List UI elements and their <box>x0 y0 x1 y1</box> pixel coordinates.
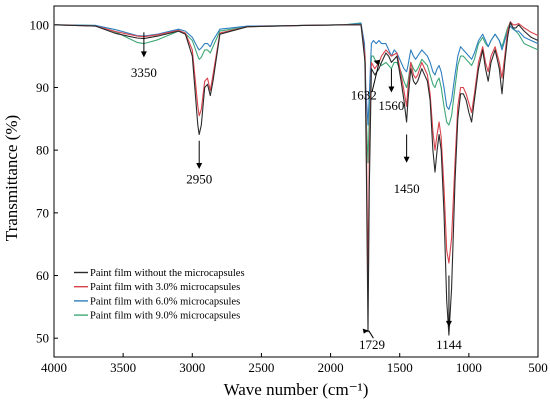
annotation-label: 2950 <box>186 171 212 186</box>
series-layer <box>53 21 539 336</box>
series-line-1 <box>53 21 539 336</box>
legend-entry: Paint film without the microcapsules <box>90 268 245 279</box>
y-axis-title: Transmittance (%) <box>2 115 21 241</box>
plot-border <box>53 5 539 358</box>
annotation-label: 1450 <box>394 181 420 196</box>
y-tick-label: 70 <box>36 205 49 220</box>
annotation-arrowhead <box>388 86 395 93</box>
annotation-label: 1144 <box>436 337 462 352</box>
y-tick-label: 60 <box>36 268 49 283</box>
y-tick-label: 80 <box>36 143 49 158</box>
series-line-3 <box>53 22 539 126</box>
x-axis-title: Wave number (cm⁻¹) <box>224 380 369 399</box>
annotation-label: 1729 <box>359 337 385 352</box>
x-tick-label: 2500 <box>248 360 274 375</box>
annotation-label: 1632 <box>351 87 377 102</box>
annotation-arrowhead <box>373 59 380 65</box>
annotation-arrow <box>368 330 374 339</box>
annotation-arrowhead <box>140 51 147 58</box>
plot-area <box>53 5 539 358</box>
annotation-arrowhead <box>196 162 203 169</box>
x-tick-label: 500 <box>528 360 548 375</box>
annotation-arrowhead <box>445 320 452 327</box>
x-tick-label: 3000 <box>179 360 205 375</box>
y-tick-label: 100 <box>30 17 50 32</box>
annotation-arrowhead <box>403 156 410 163</box>
legend-entry: Paint film with 9.0% microcapsules <box>90 311 240 322</box>
annotation-arrowhead <box>362 328 369 334</box>
y-tick-label: 90 <box>36 80 49 95</box>
annotation-label: 3350 <box>131 65 157 80</box>
legend: Paint film without the microcapsules Pain… <box>74 268 245 322</box>
y-tick-label: 50 <box>36 331 49 346</box>
x-tick-label: 1500 <box>387 360 413 375</box>
legend-entry: Paint film with 3.0% microcapsules <box>90 282 240 293</box>
x-tick-label: 1000 <box>456 360 482 375</box>
series-line-2 <box>53 21 539 283</box>
axis-ticks: 4000 3500 3000 2500 2000 1500 1000 500 50 60 70 80 9… <box>30 17 548 375</box>
annotation-arrow <box>371 59 381 92</box>
x-tick-label: 2000 <box>318 360 344 375</box>
annotation-label: 1560 <box>378 98 404 113</box>
legend-entry: Paint film with 6.0% microcapsules <box>90 296 240 307</box>
x-tick-label: 3500 <box>110 360 136 375</box>
x-tick-label: 4000 <box>41 360 67 375</box>
